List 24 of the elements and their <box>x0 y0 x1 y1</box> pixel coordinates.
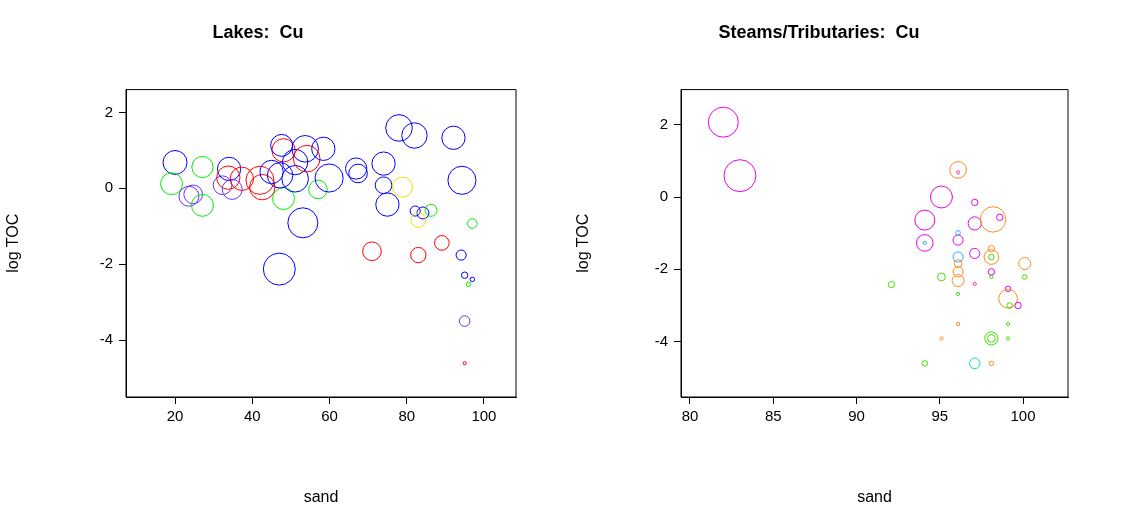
x-axis-title: sand <box>303 487 339 505</box>
x-tick-label: 40 <box>243 407 261 425</box>
y-tick-label: 2 <box>659 114 668 132</box>
y-tick-label: 0 <box>104 178 113 196</box>
x-tick-label: 85 <box>764 407 782 425</box>
y-axis-title: log TOC <box>574 213 592 273</box>
y-tick-label: -4 <box>99 330 113 348</box>
x-tick-label: 100 <box>1010 407 1036 425</box>
y-tick-label: -4 <box>654 331 668 349</box>
x-tick-label: 20 <box>166 407 184 425</box>
x-tick-label: 60 <box>321 407 338 425</box>
chart-title: Steams/Tributaries: Cu <box>718 21 920 42</box>
x-tick-label: 100 <box>471 407 497 425</box>
y-tick-label: -2 <box>654 259 668 277</box>
y-tick-label: 2 <box>104 102 113 120</box>
chart-title: Lakes: Cu <box>212 21 304 42</box>
x-tick-label: 90 <box>848 407 865 425</box>
x-axis-title: sand <box>857 487 892 505</box>
x-tick-label: 80 <box>398 407 416 425</box>
x-tick-label: 95 <box>931 407 949 425</box>
y-tick-label: 0 <box>659 187 668 205</box>
y-axis-title: log TOC <box>4 213 22 273</box>
y-tick-label: -2 <box>99 254 113 272</box>
x-tick-label: 80 <box>681 407 699 425</box>
